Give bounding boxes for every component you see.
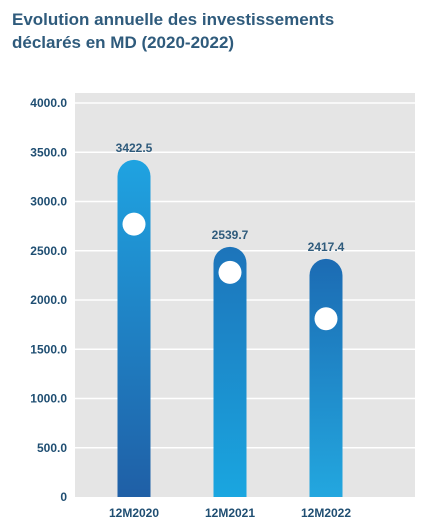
chart-title-line-2: déclarés en MD (2020-2022) [12, 33, 235, 52]
y-tick-label: 1500.0 [30, 342, 67, 356]
data-label-12M2022: 2417.4 [308, 240, 345, 254]
bar-12M2022 [309, 258, 343, 497]
x-tick-label: 12M2022 [301, 506, 351, 520]
y-tick-label: 3500.0 [30, 145, 67, 159]
data-label-12M2020: 3422.5 [116, 141, 153, 155]
data-label-12M2021: 2539.7 [212, 228, 249, 242]
x-tick-label: 12M2020 [109, 506, 159, 520]
y-tick-label: 500.0 [37, 441, 67, 455]
y-tick-label: 2000.0 [30, 293, 67, 307]
y-tick-label: 0 [60, 490, 67, 504]
bar-marker-12M2022 [314, 307, 338, 331]
chart-title: Evolution annuelle des investissements d… [12, 8, 412, 54]
y-tick-label: 4000.0 [30, 96, 67, 110]
chart-title-line-1: Evolution annuelle des investissements [12, 10, 335, 29]
bar-marker-12M2021 [218, 260, 242, 284]
bar-12M2021 [213, 246, 247, 497]
y-tick-label: 2500.0 [30, 244, 67, 258]
x-tick-label: 12M2021 [205, 506, 255, 520]
bar-12M2020 [117, 159, 151, 497]
bar-marker-12M2020 [122, 212, 146, 236]
y-tick-label: 3000.0 [30, 195, 67, 209]
y-tick-label: 1000.0 [30, 392, 67, 406]
